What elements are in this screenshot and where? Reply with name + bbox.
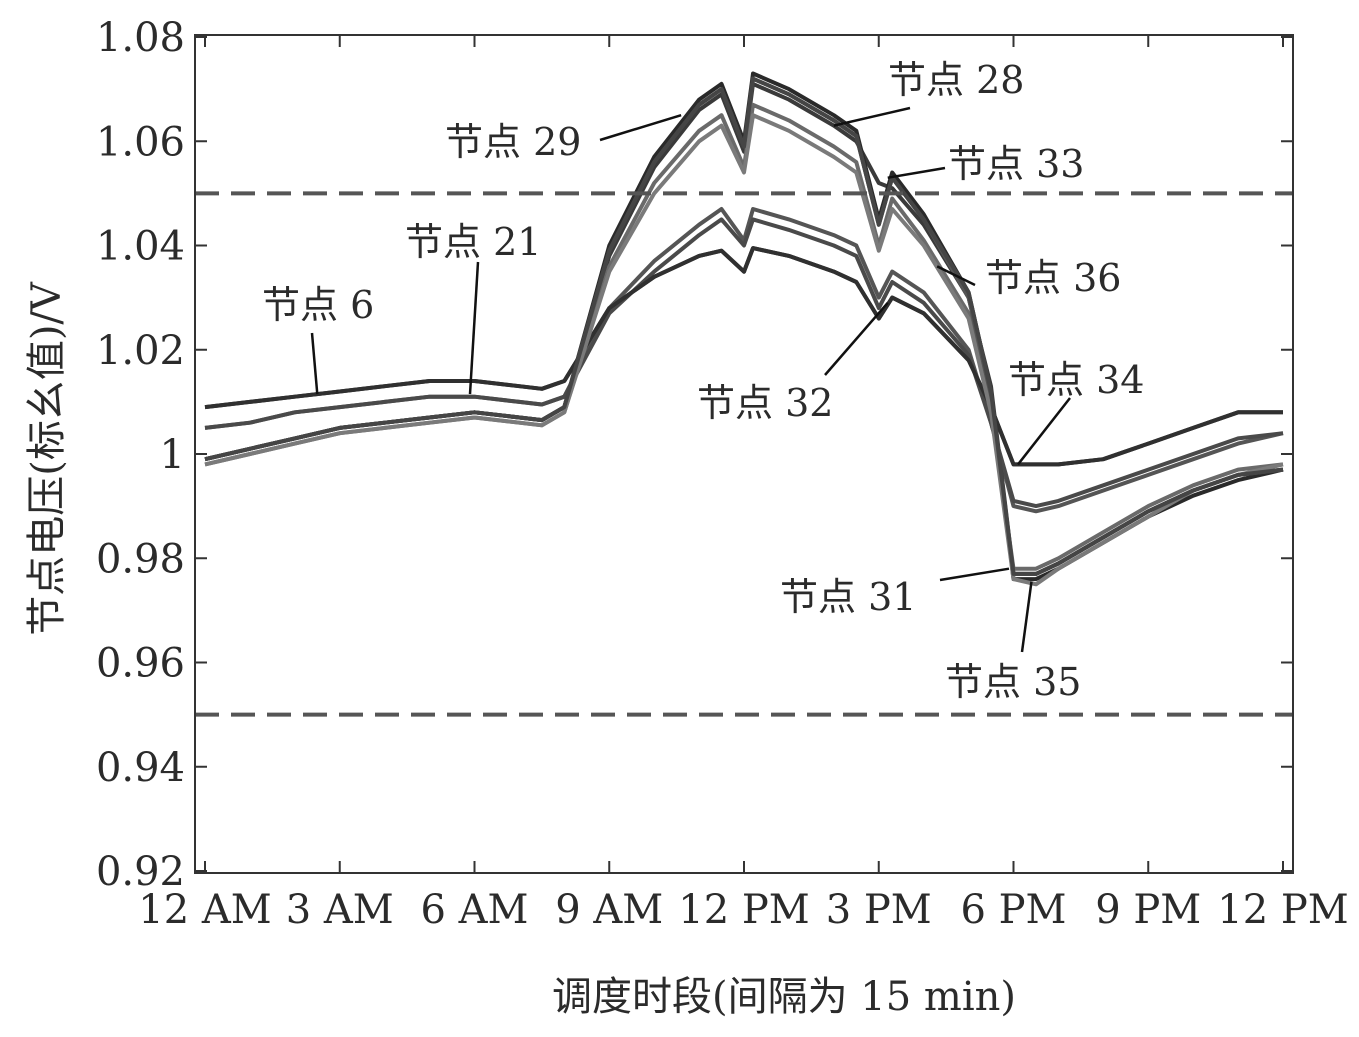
y-tick-label: 1.08 (96, 15, 185, 61)
y-tick-label: 1.02 (96, 328, 185, 374)
x-tick-label: 9 AM (555, 887, 663, 933)
annotation-label: 节点 33 (948, 142, 1084, 186)
annotation-label: 节点 31 (780, 575, 916, 619)
annotation-leader (824, 302, 889, 376)
x-tick-label: 12 PM (678, 887, 809, 933)
annotation-label: 节点 32 (697, 381, 833, 425)
y-tick-label: 0.98 (96, 536, 185, 582)
x-tick-label: 6 PM (960, 887, 1066, 933)
annotation-label: 节点 34 (1008, 358, 1144, 402)
annotation-leader (468, 261, 480, 395)
x-tick-label: 6 AM (420, 887, 528, 933)
annotation-leader (936, 265, 976, 287)
reference-lines-layer (195, 191, 1293, 717)
annotation-leader (310, 332, 319, 395)
x-tick-label: 3 PM (826, 887, 932, 933)
x-tick-label: 12 PM (1217, 887, 1348, 933)
y-tick-label: 1 (160, 432, 185, 478)
x-tick-label: 12 AM (138, 887, 271, 933)
annotation-label: 节点 36 (985, 256, 1121, 300)
x-tick-label: 9 PM (1095, 887, 1201, 933)
series-layer (204, 71, 1284, 587)
annotation-label: 节点 21 (405, 220, 541, 264)
annotations-layer: 节点 6 节点 21 节点 28 节点 29 节点 33 节点 36 节点 32 节点 34 节… (262, 58, 1144, 704)
y-tick-label: 1.04 (96, 224, 185, 270)
series-line (204, 113, 1284, 587)
series-line (204, 246, 1283, 467)
annotation-label: 节点 28 (888, 58, 1024, 102)
y-tick-label: 0.92 (96, 849, 185, 895)
x-tick-label: 3 AM (286, 887, 394, 933)
y-axis-ticks: 0.92 0.94 0.96 0.98 1 1.02 1.04 1.06 1.08 (96, 15, 1293, 895)
x-axis-label: 调度时段(间隔为 15 min) (552, 974, 1016, 1020)
x-axis-ticks: 12 AM 3 AM 6 AM 9 AM 12 PM 3 PM 6 PM 9 PM 12 PM (138, 35, 1349, 933)
annotation-label: 节点 29 (445, 120, 581, 164)
annotation-label: 节点 35 (945, 660, 1081, 704)
y-tick-label: 0.94 (96, 745, 185, 791)
annotation-leader (1017, 397, 1071, 466)
series-line (204, 217, 1284, 509)
annotation-leader (833, 106, 911, 127)
annotation-leader (887, 166, 946, 179)
series-line (204, 76, 1284, 576)
y-axis-label: 节点电压(标幺值)/V (24, 281, 70, 636)
annotation-leader (939, 567, 1010, 582)
y-tick-label: 1.06 (96, 119, 185, 165)
annotation-leader (599, 113, 682, 142)
annotation-leader (1020, 581, 1033, 653)
annotation-label: 节点 6 (262, 283, 374, 327)
y-tick-label: 0.96 (96, 641, 185, 687)
